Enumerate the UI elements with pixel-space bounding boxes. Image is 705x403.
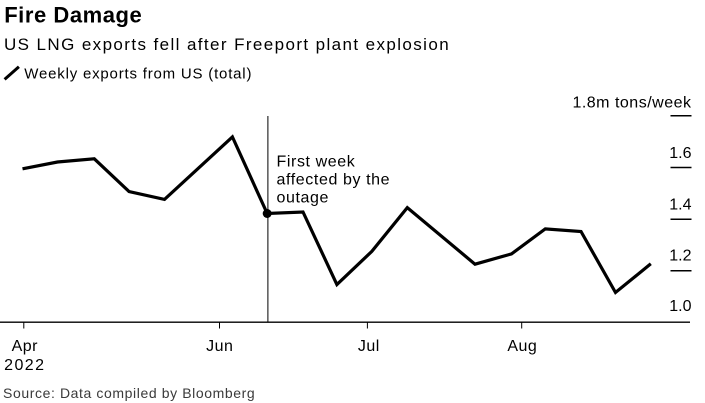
svg-text:Jun: Jun: [206, 338, 233, 355]
svg-text:1.8m tons/week: 1.8m tons/week: [572, 94, 692, 111]
svg-text:US LNG exports fell after Free: US LNG exports fell after Freeport plant…: [4, 35, 450, 54]
svg-text:Aug: Aug: [507, 338, 537, 355]
svg-text:First week: First week: [277, 153, 356, 170]
svg-text:affected by the: affected by the: [277, 171, 391, 188]
svg-text:Apr: Apr: [12, 338, 39, 355]
svg-text:1.0: 1.0: [669, 298, 691, 315]
svg-text:1.4: 1.4: [669, 197, 691, 214]
svg-text:Weekly exports from US (total): Weekly exports from US (total): [24, 65, 252, 82]
svg-text:1.2: 1.2: [669, 248, 691, 265]
svg-text:Jul: Jul: [358, 338, 380, 355]
svg-text:2022: 2022: [4, 357, 45, 374]
svg-text:Source: Data compiled by Bloom: Source: Data compiled by Bloomberg: [3, 385, 255, 401]
svg-text:outage: outage: [277, 189, 330, 206]
svg-text:1.6: 1.6: [669, 145, 691, 162]
svg-text:Fire Damage: Fire Damage: [4, 3, 142, 28]
